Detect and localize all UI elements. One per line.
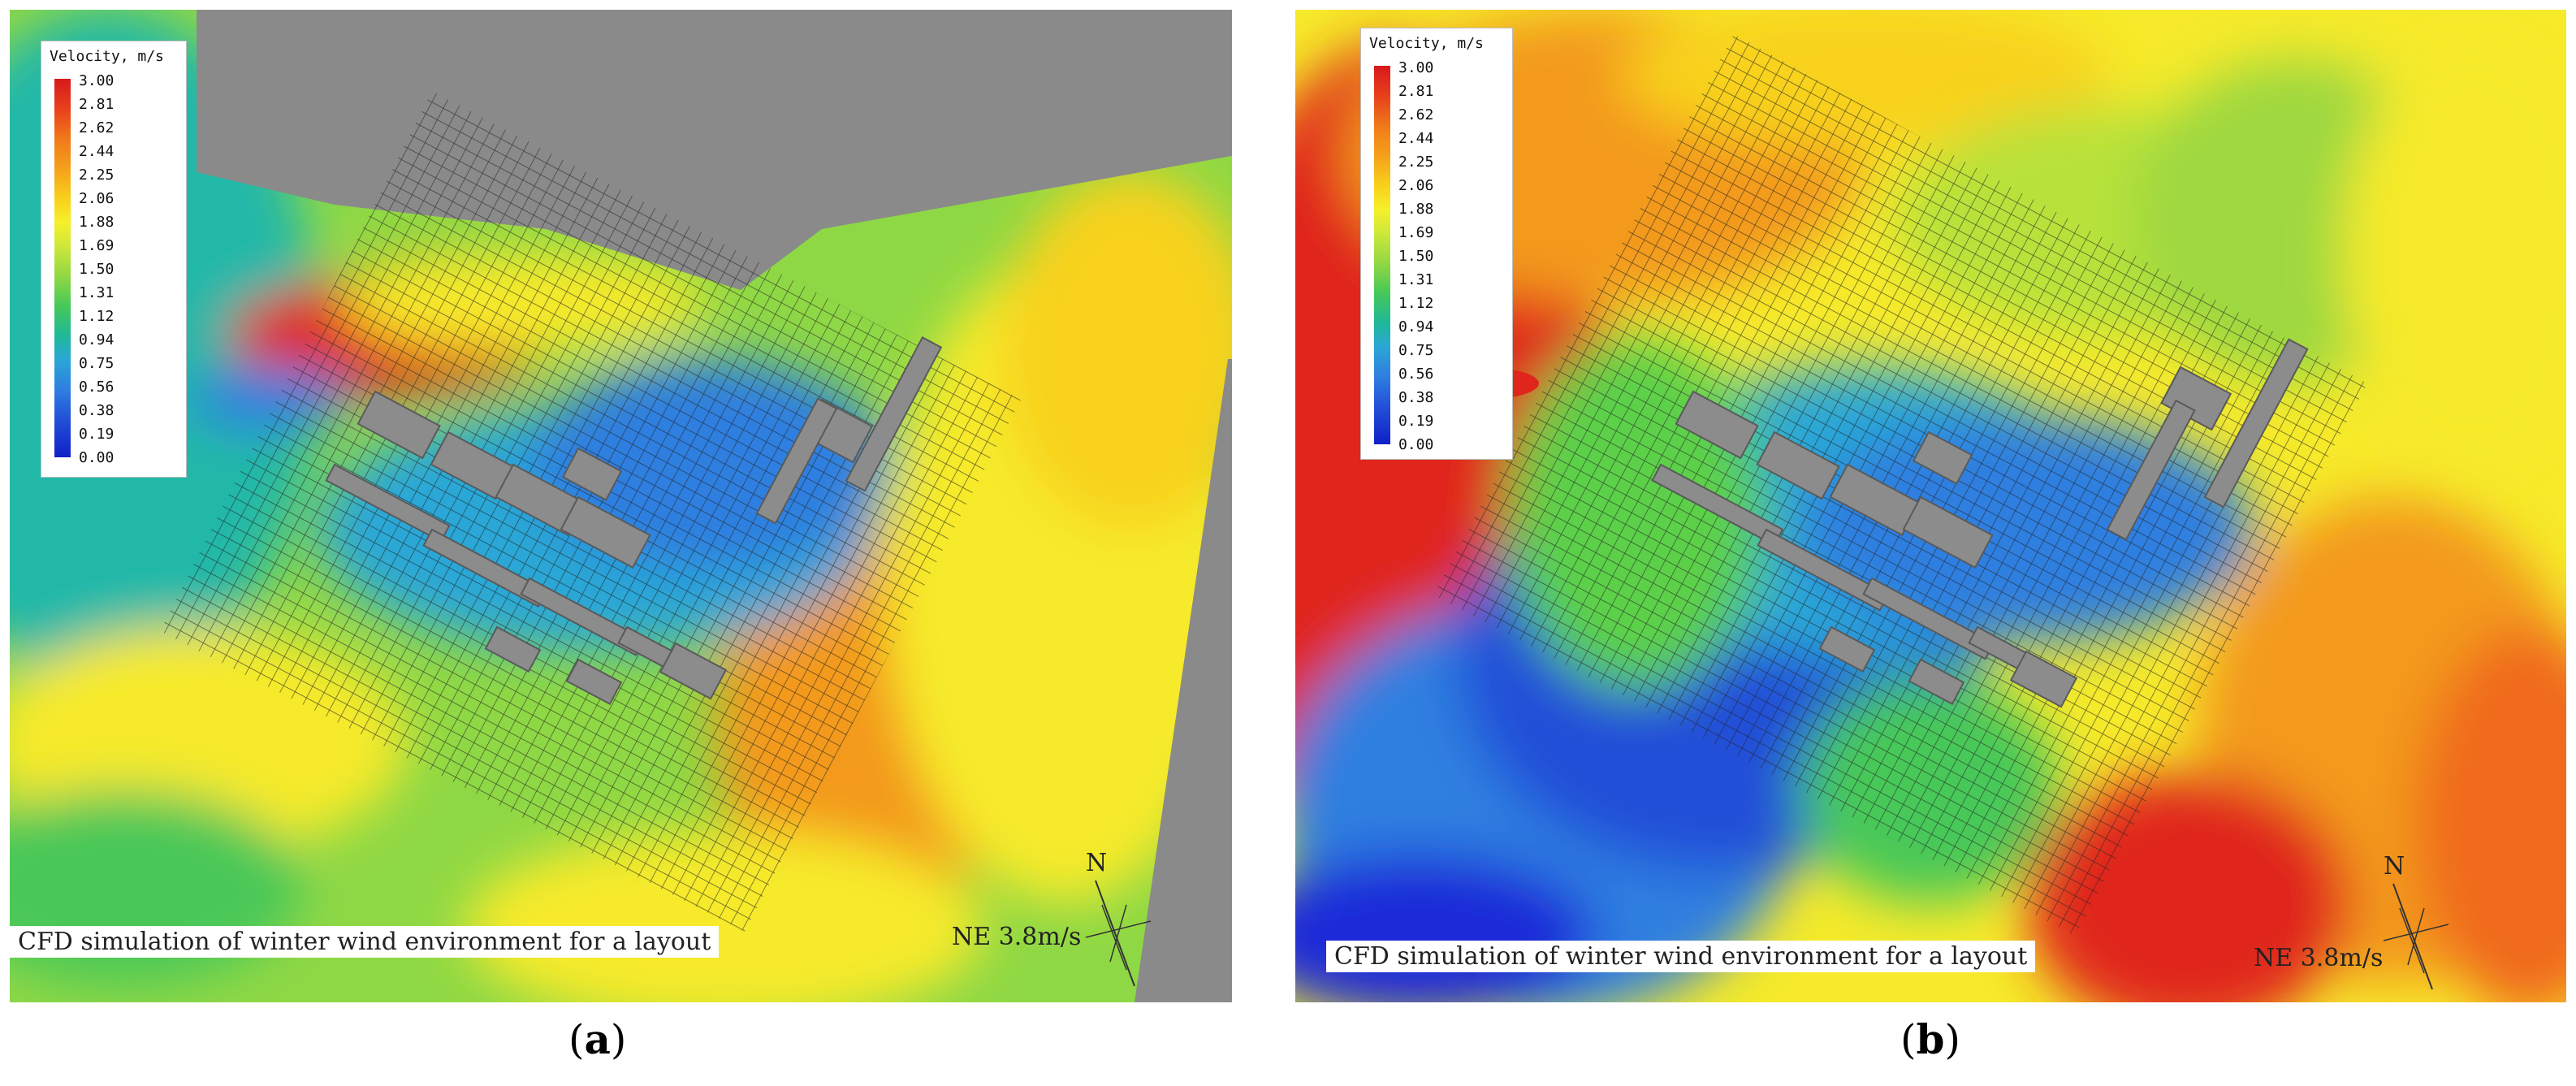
legend-tick: 1.50 [1398, 248, 1434, 265]
legend-tick: 2.81 [79, 96, 115, 113]
legend-tick: 2.06 [1398, 177, 1434, 194]
compass-north-letter: N [1086, 849, 1107, 877]
label-open-paren: ( [1900, 1016, 1917, 1063]
compass-icon: N [2383, 852, 2449, 990]
velocity-legend-a: Velocity, m/s 3.00 2.81 2.62 2.44 2.25 2… [41, 41, 187, 478]
legend-tick: 2.06 [79, 190, 115, 207]
legend-tick: 1.12 [79, 308, 115, 325]
label-open-paren: ( [568, 1016, 585, 1063]
compass-north-letter: N [2384, 852, 2405, 880]
subfigure-label-a: (a) [568, 1015, 626, 1063]
panel-b-caption: CFD simulation of winter wind environmen… [1326, 941, 2036, 972]
label-close-paren: ) [1944, 1016, 1960, 1063]
legend-tick: 0.94 [1398, 318, 1434, 335]
panel-b-wind-label: NE 3.8m/s [2254, 944, 2384, 972]
panel-a-velocity-map: Velocity, m/s 3.00 2.81 2.62 2.44 2.25 2… [10, 10, 1232, 1002]
legend-tick: 1.50 [79, 261, 115, 278]
legend-tick: 1.31 [1398, 271, 1434, 288]
legend-tick: 2.44 [79, 143, 115, 160]
subfigure-label-b: (b) [1900, 1015, 1960, 1063]
legend-tick: 2.25 [79, 167, 115, 184]
panel-a-contour-field [10, 10, 1232, 1002]
legend-title: Velocity, m/s [1369, 35, 1484, 52]
legend-tick: 0.75 [79, 355, 115, 372]
legend-tick: 0.38 [1398, 389, 1434, 406]
label-close-paren: ) [610, 1016, 627, 1063]
legend-tick: 0.38 [79, 402, 115, 419]
legend-tick: 2.62 [79, 119, 115, 136]
legend-tick: 1.69 [1398, 224, 1434, 241]
legend-tick: 0.56 [1398, 366, 1434, 383]
velocity-legend-b: Velocity, m/s 3.00 2.81 2.62 2.44 2.25 2… [1360, 28, 1513, 460]
legend-tick: 0.19 [79, 426, 115, 443]
legend-tick: 1.12 [1398, 295, 1434, 312]
panel-b-velocity-map: Velocity, m/s 3.00 2.81 2.62 2.44 2.25 2… [1295, 10, 2566, 1002]
legend-tick: 0.75 [1398, 342, 1434, 359]
legend-tick: 2.44 [1398, 130, 1434, 147]
panel-a-caption: CFD simulation of winter wind environmen… [10, 926, 720, 958]
legend-color-bar [1374, 66, 1390, 444]
legend-tick: 0.00 [79, 449, 115, 466]
legend-tick: 2.62 [1398, 106, 1434, 123]
panel-a-wind-label: NE 3.8m/s [952, 923, 1082, 951]
legend-tick: 0.00 [1398, 436, 1434, 453]
legend-title: Velocity, m/s [50, 48, 164, 65]
legend-tick: 1.69 [79, 237, 115, 254]
legend-tick: 2.25 [1398, 154, 1434, 171]
legend-tick: 2.81 [1398, 83, 1434, 100]
legend-tick: 0.56 [79, 379, 115, 396]
label-letter: a [584, 1015, 611, 1063]
compass-icon: N [1085, 849, 1152, 987]
legend-tick: 3.00 [79, 72, 115, 89]
legend-color-bar [54, 79, 71, 457]
legend-tick: 1.88 [1398, 201, 1434, 218]
legend-tick: 1.31 [79, 284, 115, 301]
legend-tick: 0.19 [1398, 413, 1434, 430]
legend-tick: 3.00 [1398, 59, 1434, 76]
legend-tick: 0.94 [79, 331, 115, 348]
label-letter: b [1916, 1015, 1945, 1063]
legend-tick: 1.88 [79, 214, 115, 231]
